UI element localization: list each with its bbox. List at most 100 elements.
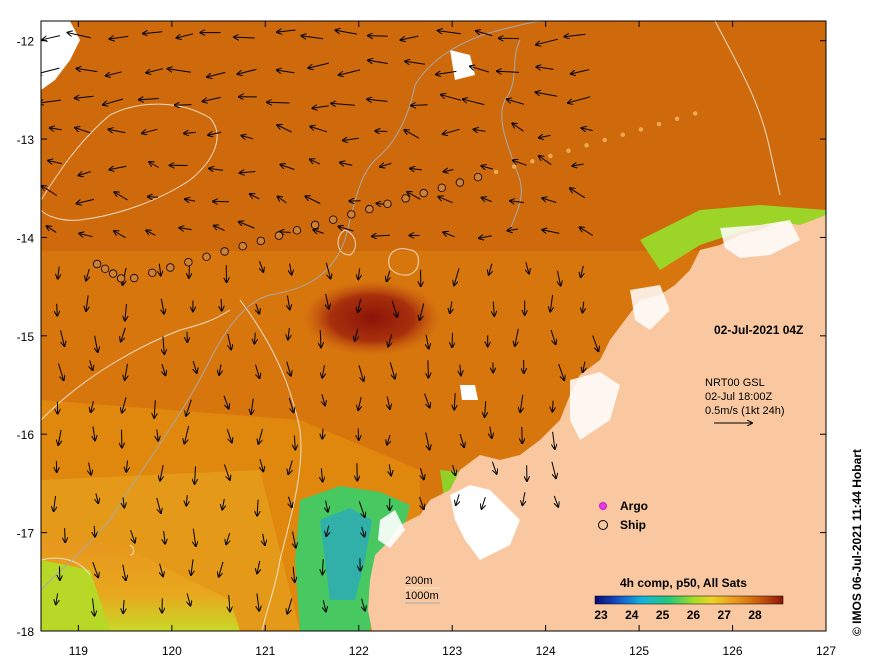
current-arrow bbox=[583, 361, 585, 372]
current-arrow bbox=[184, 425, 190, 444]
lat-tick-label: -16 bbox=[17, 428, 35, 442]
ship-position-marker bbox=[329, 215, 338, 224]
colorbar-tick-label: 25 bbox=[656, 608, 670, 622]
current-arrow bbox=[251, 398, 253, 414]
current-arrow bbox=[362, 598, 366, 611]
current-arrow bbox=[267, 102, 290, 103]
current-vectors bbox=[41, 30, 598, 616]
current-arrow bbox=[368, 36, 388, 37]
current-arrow bbox=[542, 198, 557, 203]
lon-tick-label: 127 bbox=[816, 644, 836, 658]
current-arrow bbox=[208, 132, 222, 135]
credit-text: © IMOS 06-Jul-2021 11:44 Hobart bbox=[850, 449, 864, 636]
current-arrow bbox=[60, 330, 65, 346]
current-arrow bbox=[219, 364, 221, 375]
current-arrow bbox=[450, 301, 452, 313]
current-source-label: NRT00 GSL bbox=[705, 377, 765, 389]
ship-position-marker bbox=[92, 259, 102, 269]
current-arrow bbox=[358, 268, 360, 279]
current-arrow bbox=[463, 99, 485, 106]
current-arrow bbox=[75, 96, 94, 98]
ship-position-marker bbox=[602, 137, 607, 143]
current-time-label: 02-Jul 18:00Z bbox=[705, 391, 773, 403]
current-arrow bbox=[343, 138, 359, 140]
current-arrow bbox=[339, 69, 361, 75]
current-arrow bbox=[550, 295, 552, 311]
latitude-axis: -12 -13 -14 -15 -16 -17 -18 bbox=[17, 35, 826, 639]
current-arrow bbox=[226, 532, 230, 544]
colorbar-ramp bbox=[594, 595, 784, 605]
current-arrow bbox=[226, 429, 232, 442]
current-arrow bbox=[161, 298, 164, 314]
current-arrow bbox=[255, 364, 260, 378]
current-arrow bbox=[41, 100, 61, 103]
colorbar-title: 4h comp, p50, All Sats bbox=[620, 576, 747, 590]
current-arrow bbox=[470, 66, 489, 73]
lon-tick-label: 126 bbox=[723, 644, 743, 658]
current-arrow bbox=[368, 60, 388, 63]
current-arrow bbox=[228, 333, 231, 350]
colorbar-tick-label: 28 bbox=[748, 608, 762, 622]
current-arrow bbox=[362, 526, 365, 537]
current-arrow bbox=[90, 360, 93, 370]
ship-position-marker bbox=[566, 148, 571, 153]
current-arrow bbox=[443, 232, 455, 238]
current-arrow bbox=[76, 198, 95, 203]
current-arrow bbox=[130, 529, 135, 543]
ship-position-marker bbox=[274, 231, 284, 240]
current-arrow bbox=[123, 600, 124, 613]
current-arrow bbox=[322, 365, 324, 378]
ship-position-marker bbox=[166, 263, 175, 272]
current-arrow bbox=[387, 270, 390, 282]
current-arrow bbox=[510, 201, 525, 203]
current-arrow bbox=[75, 128, 91, 134]
current-arrow bbox=[570, 188, 586, 199]
current-arrow bbox=[214, 226, 225, 231]
current-arrow bbox=[47, 226, 57, 233]
ship-position-marker bbox=[437, 183, 446, 192]
current-arrow bbox=[326, 500, 328, 512]
ship-symbol bbox=[598, 520, 608, 530]
current-arrow bbox=[335, 30, 358, 35]
current-arrow bbox=[240, 172, 256, 173]
current-arrow bbox=[460, 364, 461, 376]
current-arrow bbox=[493, 301, 494, 316]
current-arrow bbox=[250, 194, 260, 200]
current-arrow bbox=[157, 429, 158, 441]
current-arrow bbox=[438, 197, 453, 204]
current-arrow bbox=[54, 496, 56, 511]
current-arrow bbox=[288, 295, 290, 310]
current-arrow bbox=[95, 335, 98, 352]
ship-position-marker bbox=[512, 164, 517, 169]
current-arrow bbox=[159, 263, 160, 276]
ship-label: Ship bbox=[620, 518, 646, 532]
current-arrow bbox=[565, 34, 586, 37]
current-arrow bbox=[139, 99, 159, 100]
current-arrow bbox=[184, 132, 196, 133]
current-arrow bbox=[425, 432, 430, 449]
lon-tick-label: 123 bbox=[442, 644, 462, 658]
current-arrow bbox=[221, 298, 222, 311]
current-arrow bbox=[223, 395, 229, 409]
current-arrow bbox=[195, 466, 196, 484]
current-arrow bbox=[290, 263, 292, 275]
date-label: 02-Jul-2021 04Z bbox=[714, 323, 803, 337]
current-arrow bbox=[122, 397, 127, 412]
current-arrow bbox=[536, 67, 554, 70]
current-arrow bbox=[258, 428, 263, 444]
current-arrow bbox=[149, 162, 159, 168]
current-arrow bbox=[114, 231, 126, 239]
contour-1000m-label: 1000m bbox=[405, 590, 439, 602]
current-arrow bbox=[263, 533, 265, 545]
current-arrow bbox=[163, 336, 164, 355]
current-arrow bbox=[79, 234, 93, 237]
current-arrow bbox=[305, 196, 321, 204]
current-arrow bbox=[110, 36, 129, 39]
current-arrow bbox=[193, 360, 197, 373]
current-arrow bbox=[489, 263, 492, 275]
ship-position-marker bbox=[455, 178, 465, 187]
current-arrow bbox=[277, 70, 295, 73]
current-arrow bbox=[490, 426, 492, 438]
current-arrow bbox=[109, 129, 126, 132]
